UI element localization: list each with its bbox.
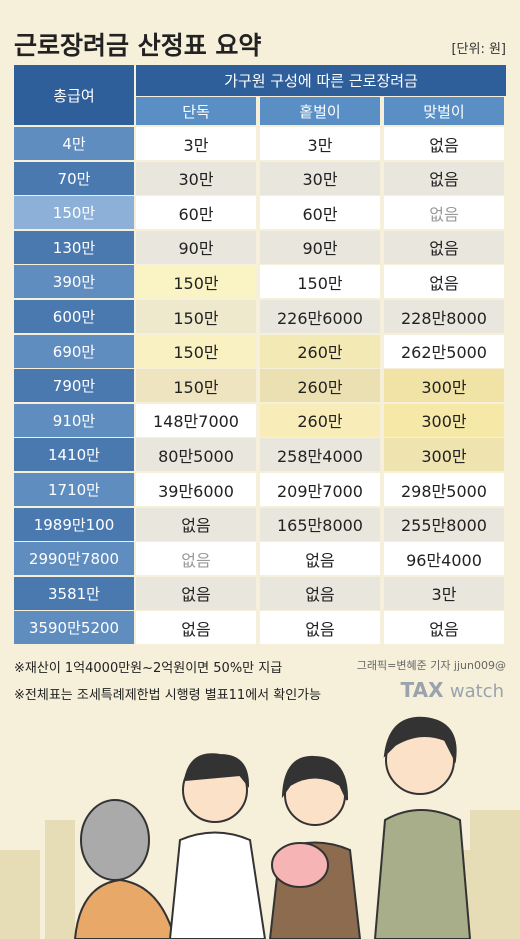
table-cell: 없음 [260, 542, 380, 576]
table-cell: 없음 [384, 161, 504, 195]
table-cell: 300만 [384, 438, 504, 472]
logo-sub: watch [449, 681, 504, 702]
table-cell: 없음 [136, 507, 256, 541]
table-cell: 없음 [384, 265, 504, 299]
logo: TAX watch [401, 678, 504, 702]
table-cell: 60만 [136, 196, 256, 230]
table-cell: 없음 [260, 611, 380, 645]
table-cell: 없음 [384, 230, 504, 264]
row-header: 4만 [14, 127, 134, 161]
table-cell: 150만 [136, 334, 256, 368]
row-header: 1989만100 [14, 507, 134, 541]
row-header: 1410만 [14, 438, 134, 472]
table-cell: 148만7000 [136, 403, 256, 437]
table-cell: 없음 [384, 127, 504, 161]
table-cell: 209만7000 [260, 473, 380, 507]
row-header: 1710만 [14, 473, 134, 507]
title: 근로장려금 산정표 요약 [14, 31, 262, 60]
table-cell: 300만 [384, 403, 504, 437]
table-cell: 150만 [260, 265, 380, 299]
table-cell: 90만 [260, 230, 380, 264]
table-cell: 255만8000 [384, 507, 504, 541]
header-col: 홑벌이 [260, 97, 380, 125]
table-cell: 165만8000 [260, 507, 380, 541]
footnote: ※재산이 1억4000만원~2억원이면 50%만 지급 [14, 661, 283, 676]
header-col: 단독 [136, 97, 256, 125]
illustration [0, 716, 520, 939]
table-cell: 3만 [384, 576, 504, 610]
table-cell: 30만 [260, 161, 380, 195]
row-header: 150만 [14, 196, 134, 230]
table-cell: 260만 [260, 369, 380, 403]
table: 총급여 가구원 구성에 따른 근로장려금 단독 홑벌이 맞벌이 4만 3만 3만 없음 70만 30… [14, 65, 506, 645]
footnote: ※전체표는 조세특례제한법 시행령 별표11에서 확인가능 [14, 688, 322, 703]
table-cell: 없음 [384, 196, 504, 230]
table-cell: 없음 [136, 611, 256, 645]
table-cell: 없음 [136, 542, 256, 576]
table-cell: 3만 [260, 127, 380, 161]
table-cell: 260만 [260, 403, 380, 437]
row-header: 3581만 [14, 576, 134, 610]
table-cell: 262만5000 [384, 334, 504, 368]
table-cell: 298만5000 [384, 473, 504, 507]
row-header: 600만 [14, 300, 134, 334]
table-cell: 260만 [260, 334, 380, 368]
row-header: 690만 [14, 334, 134, 368]
table-cell: 없음 [136, 576, 256, 610]
row-header: 3590만5200 [14, 611, 134, 645]
table-cell: 258만4000 [260, 438, 380, 472]
table-cell: 39만6000 [136, 473, 256, 507]
header-group: 가구원 구성에 따른 근로장려금 [136, 65, 506, 96]
logo-main: TAX [400, 678, 444, 702]
table-cell: 228만8000 [384, 300, 504, 334]
row-header: 390만 [14, 265, 134, 299]
table-cell: 없음 [260, 576, 380, 610]
credit: 그래픽=변혜준 기자 jjun009@ [356, 659, 506, 672]
row-header: 2990만7800 [14, 542, 134, 576]
table-cell: 없음 [384, 611, 504, 645]
table-cell: 80만5000 [136, 438, 256, 472]
table-cell: 300만 [384, 369, 504, 403]
table-cell: 30만 [136, 161, 256, 195]
row-header: 790만 [14, 369, 134, 403]
table-cell: 96만4000 [384, 542, 504, 576]
table-cell: 90만 [136, 230, 256, 264]
row-header: 130만 [14, 230, 134, 264]
header-col: 맞벌이 [384, 97, 504, 125]
header-first: 총급여 [14, 65, 134, 125]
table-cell: 150만 [136, 369, 256, 403]
table-cell: 226만6000 [260, 300, 380, 334]
table-cell: 3만 [136, 127, 256, 161]
table-cell: 60만 [260, 196, 380, 230]
table-cell: 150만 [136, 300, 256, 334]
row-header: 910만 [14, 403, 134, 437]
table-cell: 150만 [136, 265, 256, 299]
unit: [단위: 원] [451, 42, 506, 57]
row-header: 70만 [14, 161, 134, 195]
